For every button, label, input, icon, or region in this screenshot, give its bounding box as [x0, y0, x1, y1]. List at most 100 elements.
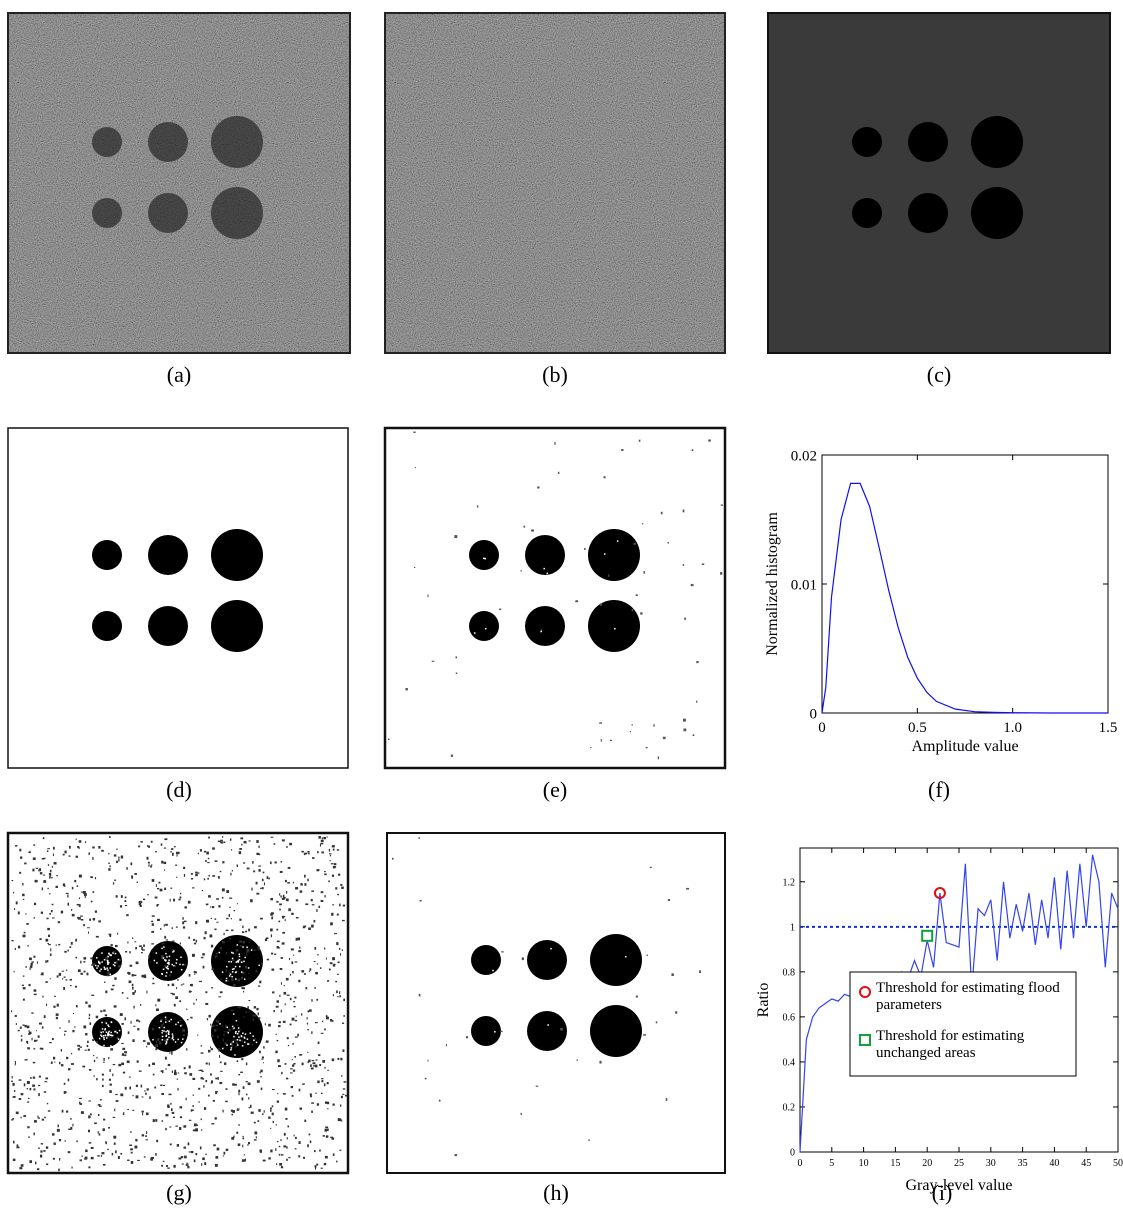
speckle — [117, 1032, 119, 1034]
speckle — [312, 1060, 315, 1061]
speckle — [276, 901, 278, 903]
speckle — [182, 1164, 184, 1165]
speckle — [240, 945, 243, 946]
speckle — [33, 1062, 35, 1063]
speckle — [187, 1166, 189, 1168]
speckle — [321, 1033, 324, 1034]
speckle — [91, 995, 94, 996]
speckle — [107, 956, 109, 958]
speckle — [42, 1026, 44, 1028]
speckle — [44, 1081, 47, 1082]
speckle — [196, 940, 197, 943]
speckle — [238, 1074, 240, 1075]
speckle — [78, 917, 81, 920]
speckle — [298, 1155, 300, 1157]
speckle — [242, 1045, 244, 1047]
speckle — [158, 882, 160, 884]
speckle — [316, 999, 318, 1001]
speckle — [33, 1048, 35, 1049]
speckle — [229, 914, 230, 917]
speckle — [287, 1078, 289, 1079]
speckle — [22, 894, 25, 897]
speckle — [342, 920, 345, 921]
speckle — [156, 1009, 159, 1012]
speckle — [165, 1057, 167, 1060]
speckle — [218, 876, 220, 879]
speckle — [295, 1020, 297, 1021]
speckle — [232, 969, 234, 971]
speckle — [115, 1031, 117, 1033]
speckle — [20, 856, 22, 858]
speckle — [79, 840, 82, 843]
speckle — [274, 862, 276, 864]
speckle — [207, 878, 209, 880]
speckle — [151, 841, 153, 843]
speckle — [293, 1070, 295, 1072]
speckle — [226, 918, 228, 919]
speckle — [14, 1090, 15, 1092]
speckle — [335, 981, 337, 982]
speckle — [107, 971, 110, 973]
speckle — [231, 961, 233, 963]
speckle — [229, 907, 230, 908]
speckle — [285, 1108, 288, 1111]
speckle — [132, 1039, 134, 1042]
speckle — [66, 1111, 68, 1113]
speckle — [156, 904, 158, 906]
panel-c — [768, 13, 1110, 353]
speckle — [21, 1164, 24, 1167]
speckle — [161, 861, 163, 864]
speckle — [333, 849, 335, 851]
speckle — [42, 1119, 44, 1121]
speckle — [205, 1080, 207, 1082]
speckle — [187, 1019, 189, 1020]
speckle — [201, 1163, 202, 1166]
speckle — [245, 1011, 247, 1012]
speckle — [219, 1055, 220, 1058]
speckle — [26, 923, 28, 925]
speckle — [118, 965, 121, 968]
speckle — [167, 1167, 169, 1168]
speckle — [19, 1079, 22, 1080]
speckle — [668, 542, 669, 544]
speckle — [277, 1101, 279, 1103]
speckle — [129, 1145, 132, 1146]
speckle — [259, 1051, 261, 1054]
speckle — [300, 1108, 303, 1110]
speckle — [116, 895, 118, 897]
speckle — [152, 1028, 154, 1031]
speckle — [246, 1094, 248, 1096]
speckle — [251, 1112, 254, 1114]
speckle — [339, 1150, 341, 1151]
speckle — [88, 932, 89, 934]
speckle — [182, 917, 183, 920]
speckle — [32, 1085, 35, 1087]
speckle — [304, 973, 306, 975]
speckle — [168, 962, 170, 964]
speckle — [71, 909, 72, 911]
speckle — [63, 987, 65, 990]
speckle — [68, 949, 69, 951]
speckle — [89, 1116, 91, 1118]
speckle — [43, 858, 45, 859]
speckle — [175, 996, 178, 999]
speckle — [231, 1047, 233, 1049]
speckle — [327, 980, 329, 982]
speckle — [237, 979, 239, 982]
speckle — [259, 981, 261, 984]
speckle — [241, 1097, 243, 1100]
speckle — [97, 1155, 99, 1156]
speckle — [32, 869, 34, 872]
speckle — [267, 959, 269, 961]
speckle — [237, 1060, 239, 1062]
speckle — [27, 1081, 30, 1084]
speckle — [27, 1047, 30, 1049]
speckle — [118, 859, 119, 862]
speckle — [183, 983, 184, 984]
speckle — [225, 980, 227, 982]
speckle — [132, 974, 134, 976]
speckle — [268, 1157, 270, 1159]
speckle — [279, 903, 282, 905]
speckle — [83, 1025, 86, 1028]
speckle — [24, 932, 26, 934]
